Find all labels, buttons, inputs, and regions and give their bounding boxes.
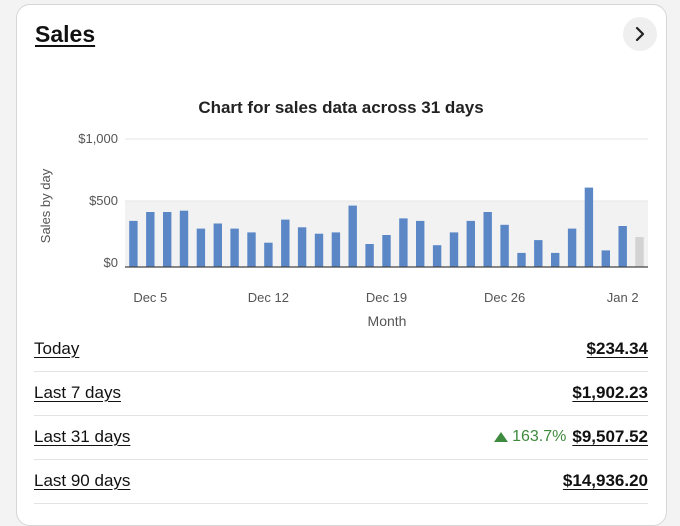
bar-dec-12[interactable]: [264, 242, 273, 267]
trend-percent: 163.7%: [512, 428, 567, 445]
chevron-right-icon: [635, 26, 645, 42]
bar-dec-14[interactable]: [297, 227, 307, 267]
x-tick-label: Dec 5: [133, 290, 167, 305]
bar-dec-9[interactable]: [213, 223, 222, 268]
summary-row-last-7-days[interactable]: Last 7 days $1,902.23: [34, 371, 648, 416]
summary-row-today[interactable]: Today $234.34: [34, 327, 648, 372]
bar-dec-8[interactable]: [196, 228, 206, 267]
bar-jan-3[interactable]: [635, 237, 644, 267]
bar-dec-24[interactable]: [466, 220, 475, 267]
summary-label[interactable]: Last 31 days: [34, 427, 131, 446]
x-tick-label: Dec 19: [366, 290, 407, 305]
y-tick-label: $1,000: [78, 131, 118, 146]
summary-row-last-31-days[interactable]: Last 31 days 163.7% $9,507.52: [34, 415, 648, 460]
card-title[interactable]: Sales: [35, 21, 96, 47]
bar-dec-18[interactable]: [365, 244, 374, 267]
bar-dec-26[interactable]: [500, 224, 509, 267]
bar-dec-20[interactable]: [399, 218, 408, 267]
summary-value[interactable]: $1,902.23: [572, 383, 648, 402]
bar-dec-17[interactable]: [348, 205, 357, 267]
bar-dec-5[interactable]: [146, 212, 155, 267]
summary-value[interactable]: $234.34: [586, 339, 648, 358]
bar-dec-21[interactable]: [416, 220, 425, 267]
bar-dec-7[interactable]: [179, 210, 189, 267]
y-tick-label: $0: [104, 255, 118, 270]
bar-dec-15[interactable]: [314, 233, 324, 267]
bar-dec-10[interactable]: [230, 228, 239, 267]
bar-jan-2[interactable]: [618, 226, 627, 267]
bar-dec-23[interactable]: [449, 232, 459, 267]
summary-label[interactable]: Last 7 days: [34, 383, 121, 402]
bar-dec-22[interactable]: [432, 245, 442, 267]
trend-indicator: 163.7%: [494, 428, 566, 446]
summary-label[interactable]: Last 90 days: [34, 471, 131, 490]
y-tick-label: $500: [89, 193, 118, 208]
bar-dec-25[interactable]: [483, 212, 492, 267]
x-tick-label: Jan 2: [607, 290, 639, 305]
sales-bar-chart: Chart for sales data across 31 days $1,0…: [38, 98, 648, 329]
bar-dec-13[interactable]: [281, 219, 290, 267]
bar-dec-19[interactable]: [382, 235, 391, 267]
chart-title: Chart for sales data across 31 days: [198, 98, 483, 117]
bar-dec-11[interactable]: [247, 232, 256, 267]
sales-card: Sales Chart for sales data across 31 day…: [16, 4, 667, 526]
bar-dec-4[interactable]: [129, 220, 138, 267]
bar-dec-28[interactable]: [534, 240, 543, 267]
arrow-up-icon: [494, 432, 509, 442]
bar-jan-1[interactable]: [601, 250, 610, 267]
bar-dec-31[interactable]: [584, 187, 594, 267]
x-tick-label: Dec 26: [484, 290, 525, 305]
y-axis-label: Sales by day: [38, 168, 53, 243]
x-axis-label: Month: [368, 313, 407, 329]
bar-dec-6[interactable]: [163, 212, 172, 267]
summary-row-last-90-days[interactable]: Last 90 days $14,936.20: [34, 459, 648, 504]
summary-label[interactable]: Today: [34, 339, 80, 358]
summary-value[interactable]: $9,507.52: [572, 427, 648, 446]
bar-dec-29[interactable]: [551, 252, 560, 267]
bar-dec-16[interactable]: [331, 232, 341, 267]
bar-dec-30[interactable]: [567, 228, 577, 267]
expand-button[interactable]: [623, 17, 657, 51]
x-tick-label: Dec 12: [248, 290, 289, 305]
summary-value[interactable]: $14,936.20: [562, 471, 648, 490]
bar-dec-27[interactable]: [517, 252, 526, 267]
